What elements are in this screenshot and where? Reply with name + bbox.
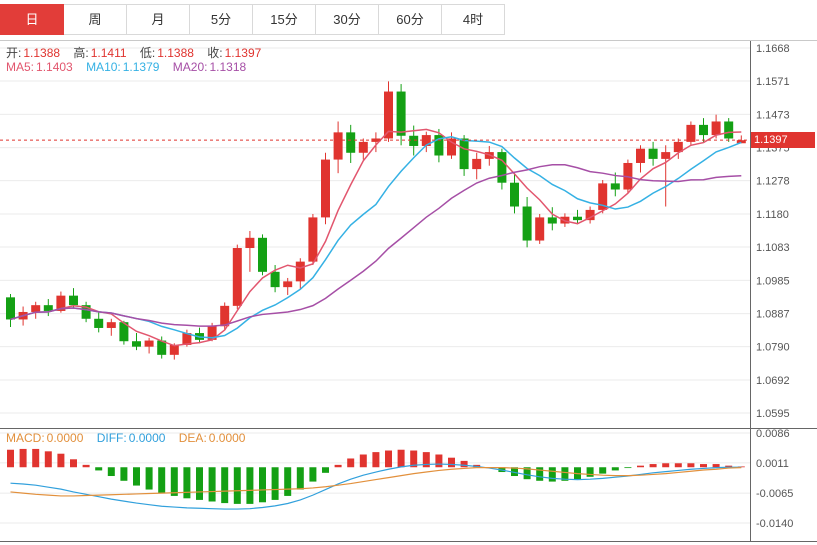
- low-label: 低:: [139, 46, 156, 60]
- tab-30分[interactable]: 30分: [316, 4, 379, 35]
- ma10-label: MA10:: [86, 60, 121, 74]
- high-label: 高:: [73, 46, 89, 60]
- candlestick-macd-chart-canvas[interactable]: 1.16681.15711.14731.13751.12781.11801.10…: [0, 41, 817, 545]
- low-value: 1.1388: [157, 46, 194, 60]
- price-axis-label: 1.1083: [756, 242, 790, 254]
- dea-value: 0.0000: [208, 431, 246, 445]
- dea-label: DEA:: [178, 431, 207, 445]
- ohlc-legend: 开: 1.1388 高: 1.1411 低: 1.1388 收: 1.1397: [6, 44, 263, 61]
- ma5-value: 1.1403: [36, 60, 73, 74]
- price-axis-label: 1.1668: [756, 43, 790, 55]
- open-label: 开:: [6, 46, 22, 60]
- tab-月[interactable]: 月: [127, 4, 190, 35]
- open-value: 1.1388: [23, 46, 61, 60]
- price-axis-label: 1.1278: [756, 176, 790, 188]
- macd-axis-label: 0.0011: [756, 458, 789, 470]
- price-axis-label: 1.0790: [756, 342, 790, 354]
- high-value: 1.1411: [90, 46, 127, 60]
- current-price-badge: 1.1397: [751, 132, 815, 149]
- price-axis-label: 1.0595: [756, 408, 790, 420]
- macd-label: MACD:: [6, 431, 45, 445]
- diff-label: DIFF:: [96, 431, 127, 445]
- macd-axis-label: -0.0065: [756, 488, 793, 500]
- price-axis-label: 1.1473: [756, 109, 790, 121]
- ma20-label: MA20:: [172, 60, 208, 74]
- macd-value: 0.0000: [46, 431, 84, 445]
- macd-legend: MACD: 0.0000 DIFF: 0.0000 DEA: 0.0000: [6, 431, 247, 445]
- tab-15分[interactable]: 15分: [253, 4, 316, 35]
- price-axis-label: 1.0985: [756, 275, 790, 287]
- diff-value: 0.0000: [128, 431, 166, 445]
- macd-axis-label: -0.0140: [756, 518, 793, 530]
- macd-axis-label: 0.0086: [756, 428, 790, 440]
- tab-60分[interactable]: 60分: [379, 4, 442, 35]
- price-axis-label: 1.0887: [756, 309, 790, 321]
- ma-legend: MA5: 1.1403 MA10: 1.1379 MA20: 1.1318: [6, 60, 248, 74]
- price-axis-label: 1.1571: [756, 76, 790, 88]
- chart-area: 1.1668 1.1571 1.1473 1.1375 1.1278 1.1180 1.10…: [0, 40, 817, 545]
- ma5-label: MA5:: [6, 60, 35, 74]
- timeframe-tabs: 日周月 5分 15分 30分 60分 4时: [0, 0, 817, 36]
- price-axis-label: 1.1180: [756, 209, 789, 221]
- close-value: 1.1397: [224, 46, 262, 60]
- ma20-value: 1.1318: [209, 60, 247, 74]
- close-label: 收:: [207, 46, 223, 60]
- price-axis-label: 1.0692: [756, 375, 790, 387]
- tab-5分[interactable]: 5分: [190, 4, 253, 35]
- tab-日[interactable]: 日: [0, 4, 64, 35]
- ma10-value: 1.1379: [122, 60, 160, 74]
- tab-4时[interactable]: 4时: [442, 4, 505, 35]
- tab-周[interactable]: 周: [64, 4, 127, 35]
